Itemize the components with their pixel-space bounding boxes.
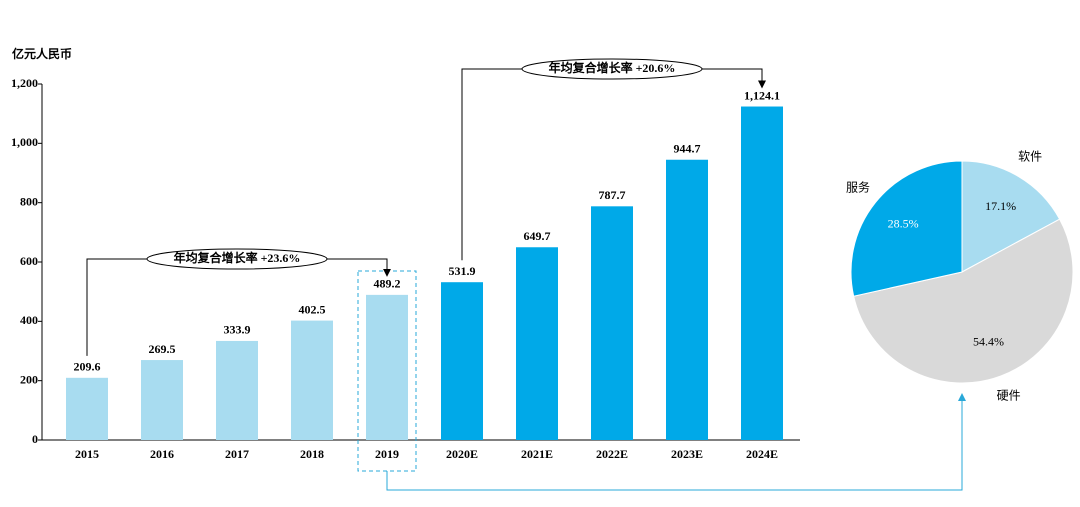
- y-tick-label: 800: [20, 194, 38, 208]
- x-tick-label: 2018: [300, 447, 324, 461]
- x-tick-label: 2022E: [596, 447, 628, 461]
- bar: [291, 320, 333, 440]
- y-tick-label: 400: [20, 313, 38, 327]
- y-tick-label: 1,000: [11, 135, 38, 149]
- x-tick-label: 2016: [150, 447, 174, 461]
- bar: [591, 206, 633, 440]
- annotation: 年均复合增长率 +20.6%: [549, 60, 676, 75]
- value-label: 531.9: [449, 264, 476, 278]
- slice-label: 17.1%: [985, 199, 1016, 213]
- bar: [516, 247, 558, 440]
- slice-name: 服务: [846, 179, 870, 194]
- value-label: 787.7: [599, 188, 626, 202]
- value-label: 269.5: [149, 342, 176, 356]
- link-arrow: [386, 393, 966, 491]
- x-tick-label: 2020E: [446, 447, 478, 461]
- bar: [141, 360, 183, 440]
- bar: [441, 282, 483, 440]
- annotation-bubble: [521, 58, 703, 80]
- y-axis-label: 亿元人民币: [12, 46, 72, 61]
- y-tick-label: 600: [20, 254, 38, 268]
- x-tick-label: 2023E: [671, 447, 703, 461]
- bar: [366, 294, 408, 440]
- value-label: 1,124.1: [744, 88, 780, 102]
- bar: [216, 340, 258, 440]
- slice-name: 硬件: [997, 388, 1021, 402]
- pie-slice: [850, 160, 963, 297]
- x-tick-label: 2015: [75, 447, 99, 461]
- x-tick-label: 2021E: [521, 447, 553, 461]
- annotation: 年均复合增长率 +23.6%: [174, 250, 301, 265]
- value-label: 944.7: [674, 141, 701, 155]
- value-label: 333.9: [224, 323, 251, 337]
- slice-name: 软件: [1018, 149, 1042, 163]
- x-tick-label: 2019: [375, 447, 399, 461]
- value-label: 209.6: [74, 360, 101, 374]
- x-tick-label: 2024E: [746, 447, 778, 461]
- bar: [66, 377, 108, 440]
- y-tick-label: 0: [32, 432, 38, 446]
- value-label: 489.2: [374, 277, 401, 291]
- y-tick-label: 1,200: [11, 76, 38, 90]
- bar: [666, 159, 708, 440]
- y-tick-label: 200: [20, 372, 38, 386]
- bar: [741, 106, 783, 440]
- slice-label: 28.5%: [888, 217, 919, 231]
- slice-label: 54.4%: [973, 334, 1004, 348]
- pie-slice: [961, 160, 1061, 273]
- x-tick-label: 2017: [225, 447, 249, 461]
- value-label: 649.7: [524, 229, 551, 243]
- pie-slice: [853, 218, 1074, 384]
- annotation-bubble: [146, 248, 328, 270]
- value-label: 402.5: [299, 302, 326, 316]
